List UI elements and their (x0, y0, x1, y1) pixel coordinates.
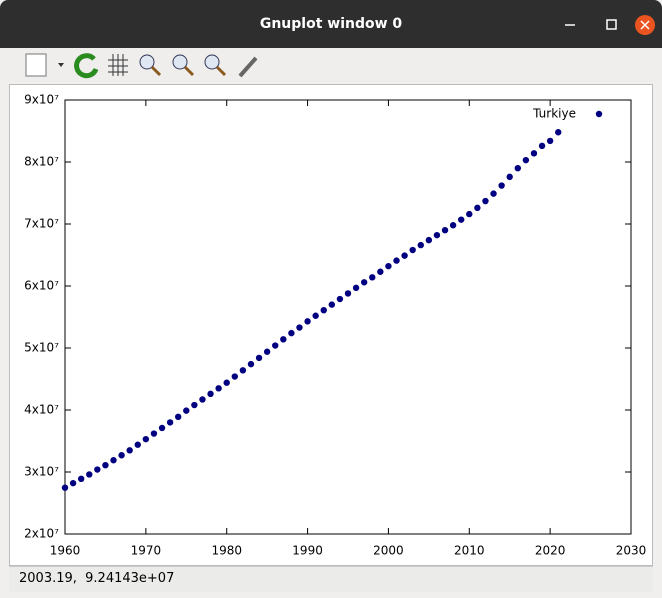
x-tick-label: 2030 (616, 544, 647, 558)
x-tick-label: 1960 (50, 544, 81, 558)
data-point (118, 452, 125, 459)
status-text: 2003.19, 9.24143e+07 (19, 571, 175, 586)
data-point (490, 190, 497, 197)
y-tick-label: 7x10⁷ (24, 217, 59, 231)
data-point (409, 246, 416, 254)
data-point (247, 360, 255, 368)
data-point (280, 336, 287, 343)
data-point (199, 396, 206, 403)
data-point (546, 137, 554, 145)
data-point (328, 301, 336, 308)
x-tick-label: 2010 (454, 544, 485, 558)
data-point (498, 182, 505, 189)
data-point (352, 284, 360, 292)
data-point (134, 441, 141, 448)
data-point (255, 354, 263, 362)
data-point (288, 329, 295, 337)
data-point (150, 430, 158, 437)
legend-symbol (595, 110, 603, 118)
y-tick-label: 6x10⁷ (24, 279, 59, 293)
data-point (458, 216, 465, 223)
plot-area: 2x10⁷ 3x10⁷ 4x10⁷ 5x10⁷ 6x10⁷ 7x10⁷ 8x10⁷ 9x10⁷… (9, 84, 653, 566)
window-title: Gnuplot window 0 (259, 16, 403, 32)
replot-button[interactable] (74, 53, 99, 79)
data-point (110, 457, 117, 464)
plot-frame (64, 99, 632, 535)
data-point (417, 241, 424, 249)
data-point (158, 424, 166, 432)
grid-button[interactable] (108, 54, 128, 76)
data-point (336, 295, 344, 303)
status-bar: 2003.19, 9.24143e+07 (9, 566, 653, 592)
data-point (538, 142, 546, 150)
y-tick-label: 3x10⁷ (24, 465, 59, 479)
data-point (296, 324, 303, 331)
zoom-out-button[interactable] (139, 54, 162, 77)
data-point (449, 222, 457, 229)
data-point (312, 312, 319, 319)
data-point (482, 197, 489, 205)
data-point (377, 268, 384, 275)
window-controls (565, 15, 655, 35)
data-point (555, 129, 562, 136)
export-button[interactable] (25, 53, 47, 77)
maximize-button[interactable] (606, 19, 617, 30)
data-point (207, 390, 214, 398)
data-point (530, 150, 538, 157)
zoom-in-button[interactable] (172, 54, 195, 77)
data-point (272, 342, 279, 349)
data-point (393, 257, 400, 264)
title-bar: Gnuplot window 0 (0, 0, 662, 48)
data-point (506, 173, 513, 181)
data-point (385, 262, 392, 270)
data-point (77, 475, 85, 483)
data-point (175, 413, 182, 421)
data-point (360, 279, 368, 286)
data-point (69, 479, 77, 487)
data-point (126, 447, 133, 454)
data-point (223, 379, 230, 386)
data-point (231, 373, 238, 380)
y-tick-label: 5x10⁷ (24, 341, 59, 355)
x-tick-label: 1990 (292, 544, 323, 558)
x-tick-label: 2020 (535, 544, 566, 558)
data-point (215, 385, 222, 392)
data-point (61, 484, 69, 491)
data-point (142, 435, 150, 443)
data-point (102, 461, 109, 469)
data-point (466, 210, 473, 218)
y-tick-label: 9x10⁷ (24, 93, 59, 107)
toolbar (0, 48, 662, 82)
data-point (474, 204, 481, 212)
data-point (522, 156, 530, 164)
data-point (263, 348, 271, 355)
data-point (86, 471, 93, 478)
data-point (433, 231, 441, 239)
zoom-back-button[interactable] (204, 54, 227, 77)
data-point (166, 419, 174, 426)
y-tick-label: 2x10⁷ (24, 527, 59, 541)
x-tick-label: 1980 (211, 544, 242, 558)
x-tick-label: 2000 (373, 544, 404, 558)
data-point (304, 318, 311, 325)
data-point (183, 407, 190, 414)
data-point (239, 367, 247, 374)
data-point (441, 227, 449, 234)
data-point (94, 466, 101, 473)
x-tick-label: 1970 (131, 544, 162, 558)
data-point (344, 290, 352, 297)
data-point (320, 306, 327, 314)
config-button[interactable] (238, 56, 258, 78)
data-point (369, 274, 376, 281)
data-point (401, 252, 408, 259)
y-tick-label: 8x10⁷ (24, 155, 59, 169)
data-point (425, 236, 433, 244)
y-tick-label: 4x10⁷ (24, 403, 59, 417)
legend-label: Turkiye (532, 107, 576, 121)
data-point (514, 165, 521, 172)
data-point (191, 401, 198, 409)
